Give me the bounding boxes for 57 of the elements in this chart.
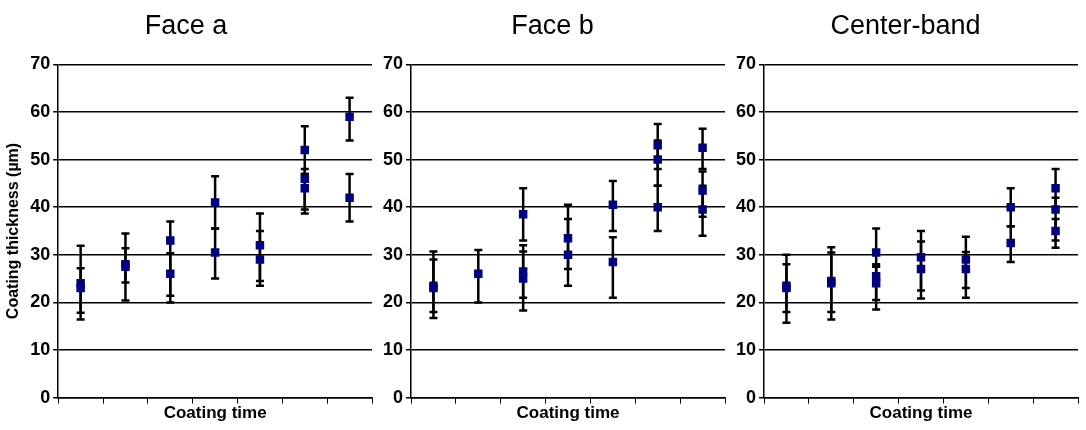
point — [698, 186, 707, 195]
y-tick-label: 60 — [382, 100, 404, 121]
y-axis-title: Coating thickness (µm) — [4, 142, 22, 320]
y-tick-label: 20 — [30, 291, 51, 312]
y-tick-label: 20 — [382, 291, 404, 312]
y-tick-label: 70 — [382, 53, 404, 74]
point — [76, 279, 85, 288]
y-tick-label: 30 — [30, 243, 51, 264]
y-tick-label: 70 — [735, 53, 757, 74]
y-tick-label: 60 — [735, 100, 757, 121]
y-tick-label: 10 — [30, 338, 51, 359]
point — [345, 193, 354, 202]
point — [871, 248, 881, 257]
y-tick-label: 10 — [382, 338, 404, 359]
y-tick-label: 60 — [30, 100, 51, 121]
y-tick-label: 50 — [735, 148, 757, 169]
y-tick-label: 40 — [382, 196, 404, 217]
point — [166, 269, 175, 279]
y-tick-label: 40 — [735, 196, 757, 217]
y-tick-label: 0 — [746, 386, 757, 407]
y-tick-label: 30 — [735, 243, 757, 264]
point — [653, 141, 662, 150]
point — [166, 236, 175, 245]
point — [1006, 238, 1015, 248]
chart-title: Face b — [511, 9, 594, 40]
point — [210, 248, 220, 257]
x-axis-title: Coating time — [516, 403, 620, 423]
point — [518, 267, 528, 276]
point — [698, 143, 707, 152]
point — [653, 155, 662, 164]
chart-title: Face a — [144, 9, 229, 40]
point — [1051, 226, 1060, 236]
y-tick-label: 30 — [382, 243, 404, 264]
y-tick-label: 0 — [393, 386, 404, 407]
point — [474, 269, 483, 279]
y-tick-label: 0 — [40, 386, 51, 407]
y-tick-label: 20 — [735, 291, 757, 312]
y-tick-label: 10 — [735, 338, 757, 359]
point — [698, 205, 707, 214]
point — [653, 202, 662, 212]
y-tick-label: 70 — [30, 53, 51, 74]
point — [1051, 183, 1060, 193]
chart-title: Center-band — [830, 9, 981, 40]
y-tick-label: 50 — [382, 148, 404, 169]
point — [300, 174, 309, 183]
point — [1006, 202, 1015, 212]
y-tick-label: 50 — [30, 148, 51, 169]
y-tick-label: 40 — [30, 196, 51, 217]
point — [255, 255, 265, 264]
point — [345, 112, 354, 121]
x-axis-title: Coating time — [869, 403, 973, 423]
point — [1051, 205, 1060, 214]
point — [210, 198, 220, 207]
x-axis-title: Coating time — [163, 403, 267, 423]
point — [255, 241, 265, 250]
point — [518, 210, 528, 219]
point — [961, 255, 971, 264]
